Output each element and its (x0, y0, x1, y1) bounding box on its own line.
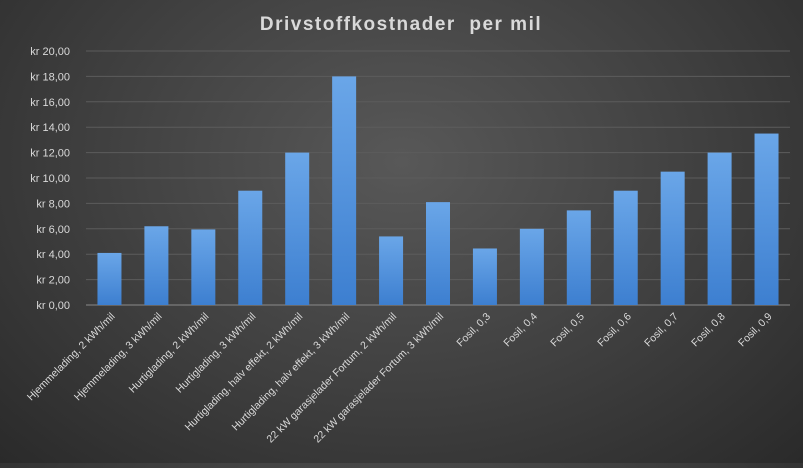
bar (566, 210, 591, 305)
x-tick-label: Fosil, 0,7 (642, 311, 681, 350)
chart-title: Drivstoffkostnader per mil (260, 14, 542, 35)
y-tick-label: kr 10,00 (30, 173, 70, 185)
x-tick-label: Fosil, 0,4 (501, 311, 540, 350)
x-tick-label: Fosil, 0,5 (548, 311, 587, 350)
bar (379, 236, 404, 305)
bar (191, 229, 216, 305)
x-tick-label: Hurtiglading, 3 kWh/mil (174, 311, 259, 396)
bar (285, 152, 310, 305)
bar (519, 228, 544, 305)
y-tick-label: kr 6,00 (36, 224, 70, 236)
y-tick-label: kr 2,00 (36, 275, 70, 287)
bar (97, 252, 122, 305)
y-tick-label: kr 4,00 (36, 249, 70, 261)
bar (144, 226, 169, 305)
bar (660, 171, 685, 305)
bar (238, 190, 263, 305)
y-tick-label: kr 8,00 (36, 198, 70, 210)
bar (332, 76, 357, 306)
bar (707, 152, 732, 305)
x-tick-label: Fosil, 0,9 (736, 311, 775, 350)
x-tick-label: Hurtiglading, 2 kWh/mil (127, 311, 212, 396)
y-tick-label: kr 14,00 (30, 122, 70, 134)
bar (613, 190, 638, 305)
x-tick-label: Fosil, 0,6 (595, 311, 634, 350)
bar (426, 202, 450, 305)
x-tick-label: Fosil, 0,3 (454, 311, 493, 350)
bar (754, 133, 779, 305)
y-tick-label: kr 18,00 (30, 71, 70, 83)
x-tick-label: Hjemmelading, 2 kWh/mil (25, 311, 118, 404)
y-tick-label: kr 12,00 (30, 148, 70, 160)
bar (472, 248, 497, 305)
y-tick-label: kr 0,00 (36, 300, 70, 312)
x-tick-label: Hjemmelading, 3 kWh/mil (72, 311, 165, 404)
y-tick-label: kr 16,00 (30, 97, 70, 109)
x-tick-label: Fosil, 0,8 (689, 311, 728, 350)
y-tick-label: kr 20,00 (30, 46, 70, 58)
